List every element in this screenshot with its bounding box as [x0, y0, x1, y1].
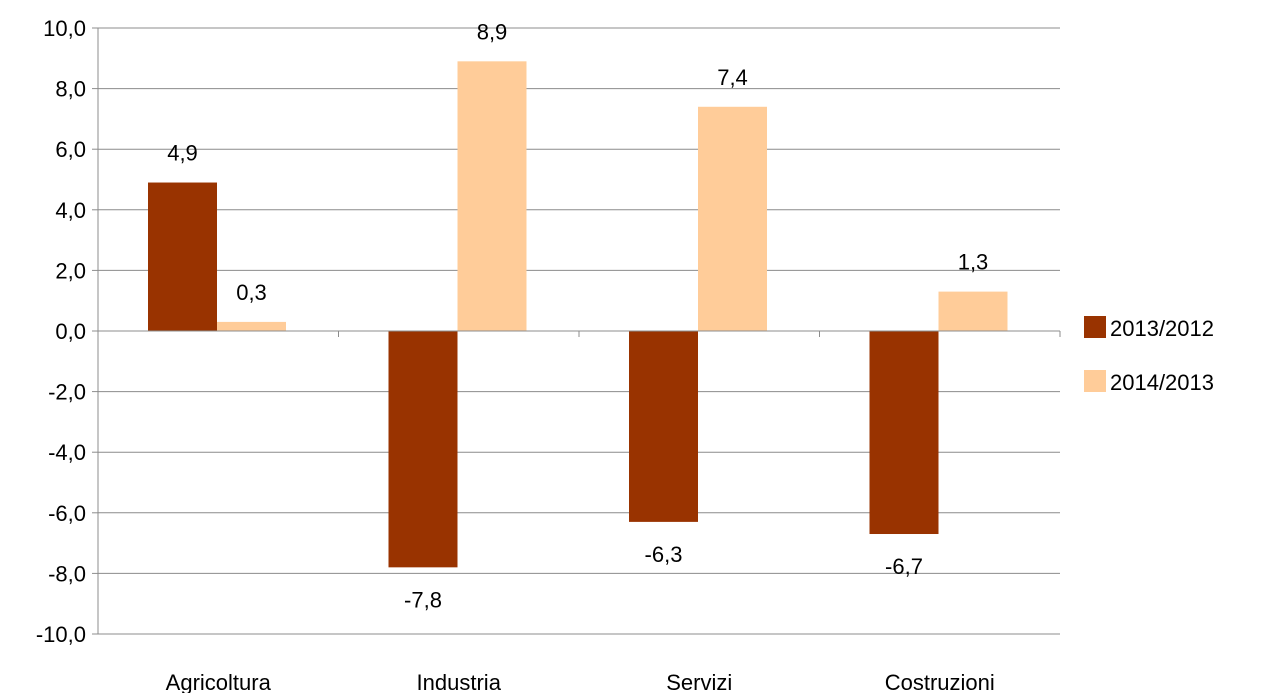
legend-label: 2014/2013 [1110, 370, 1214, 395]
category-label: Industria [417, 670, 502, 693]
data-label: 1,3 [958, 250, 989, 275]
category-label: Costruzioni [885, 670, 995, 693]
data-label: -6,7 [885, 554, 923, 579]
y-tick-label: -2,0 [48, 380, 86, 405]
y-tick-label: -4,0 [48, 440, 86, 465]
y-tick-label: 8,0 [55, 77, 86, 102]
legend-swatch [1084, 316, 1106, 338]
bar-2013-2012-costruzioni [869, 331, 939, 535]
axes [92, 27, 1061, 635]
data-label: 4,9 [167, 141, 198, 166]
data-label: 7,4 [717, 65, 748, 90]
y-tick-label: 2,0 [55, 258, 86, 283]
y-tick-label: 4,0 [55, 198, 86, 223]
bar-2013-2012-servizi [629, 331, 698, 522]
x-axis-category-labels: Agricoltura Industria Servizi Costruzioni [166, 670, 995, 693]
data-label: -7,8 [404, 587, 442, 612]
bar-2014-2013-servizi [698, 106, 767, 331]
category-label: Servizi [666, 670, 732, 693]
legend: 2013/2012 2014/2013 [1084, 316, 1214, 395]
data-label: 0,3 [236, 280, 267, 305]
bars [148, 61, 1008, 568]
y-tick-label: -8,0 [48, 561, 86, 586]
y-tick-label: 10,0 [43, 16, 86, 41]
y-tick-label: 6,0 [55, 137, 86, 162]
y-tick-label: 0,0 [55, 319, 86, 344]
bar-2014-2013-industria [457, 61, 527, 332]
y-tick-label: -10,0 [36, 622, 86, 647]
data-labels: 4,9 -7,8 -6,3 -6,7 0,3 8,9 7,4 1,3 [167, 19, 988, 612]
legend-label: 2013/2012 [1110, 316, 1214, 341]
y-axis-tick-labels: 10,0 8,0 6,0 4,0 2,0 0,0 -2,0 -4,0 -6,0 -8,0 -10,0 [36, 16, 86, 647]
bar-2013-2012-industria [388, 331, 458, 568]
bar-2014-2013-costruzioni [938, 291, 1008, 331]
bar-2013-2012-agricoltura [148, 182, 217, 331]
gridlines [98, 27, 1060, 635]
data-label: -6,3 [645, 542, 683, 567]
data-label: 8,9 [477, 19, 508, 44]
legend-swatch [1084, 370, 1106, 392]
bar-2014-2013-agricoltura [217, 321, 286, 331]
y-tick-label: -6,0 [48, 501, 86, 526]
category-label: Agricoltura [166, 670, 272, 693]
